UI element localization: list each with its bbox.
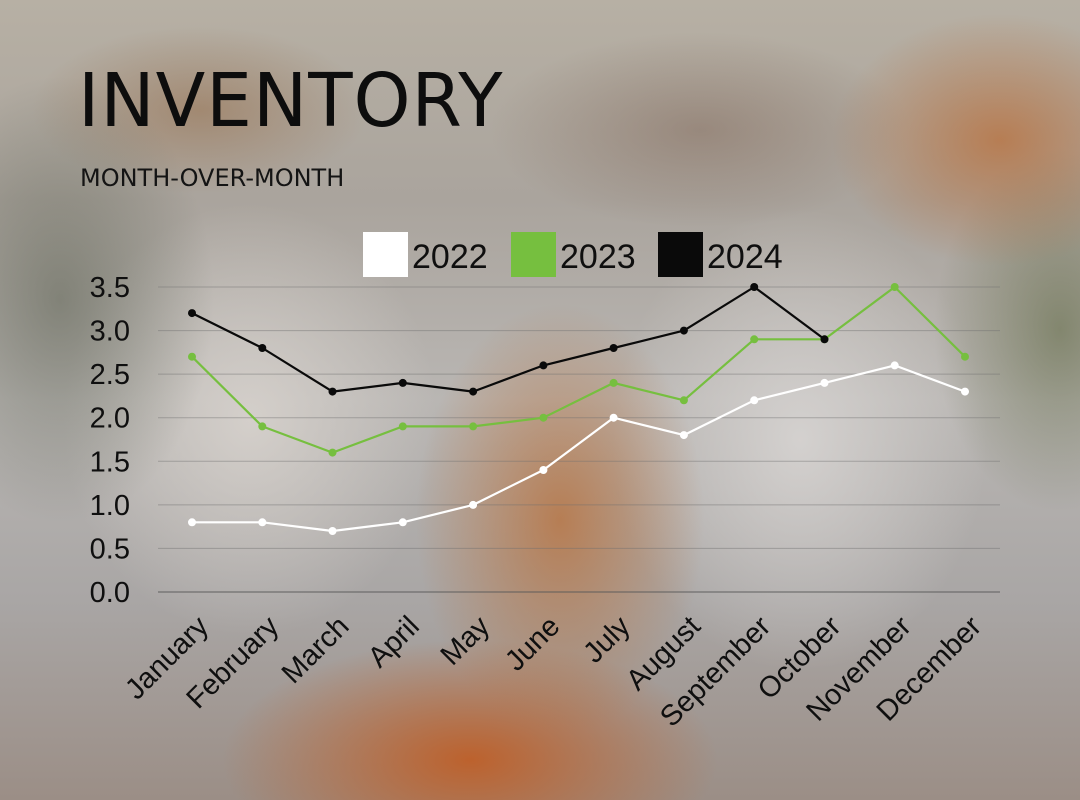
y-axis-ticks: 0.0 0.5 1.0 1.5 2.0 2.5 3.0 3.5 <box>90 272 130 609</box>
legend-item-2022: 2022 <box>363 232 488 277</box>
series-line-2022 <box>192 364 966 533</box>
series <box>188 283 969 535</box>
legend-label: 2024 <box>707 238 783 276</box>
y-tick-label: 1.5 <box>90 446 130 478</box>
x-tick-label: May <box>435 610 497 672</box>
data-point <box>469 500 478 509</box>
x-tick-label: July <box>577 610 636 669</box>
data-point <box>188 352 196 361</box>
data-point <box>609 413 618 422</box>
data-point <box>750 283 759 291</box>
chart-subtitle: MONTH-OVER-MONTH <box>80 164 345 192</box>
data-point <box>750 396 759 405</box>
y-tick-label: 3.0 <box>90 316 130 348</box>
data-point <box>469 387 478 396</box>
legend-swatch <box>511 232 556 277</box>
legend-label: 2022 <box>412 238 488 276</box>
data-point <box>328 527 337 535</box>
legend-swatch <box>363 232 408 277</box>
legend: 2022 2023 2024 <box>363 232 783 277</box>
data-point <box>188 309 196 318</box>
data-point <box>188 518 196 527</box>
y-tick-label: 3.5 <box>90 272 130 304</box>
y-tick-label: 0.0 <box>90 577 130 609</box>
x-tick-label: June <box>499 610 566 677</box>
data-point <box>609 344 618 352</box>
data-point <box>328 448 337 457</box>
data-point <box>961 387 969 396</box>
data-point <box>679 326 688 335</box>
data-point <box>398 422 407 431</box>
series-2023 <box>188 283 969 457</box>
data-point <box>961 352 969 361</box>
legend-swatch <box>658 232 703 277</box>
legend-item-2023: 2023 <box>511 232 636 277</box>
y-tick-label: 2.0 <box>90 403 130 435</box>
legend-label: 2023 <box>560 238 636 276</box>
data-point <box>258 422 267 431</box>
data-point <box>398 518 407 527</box>
data-point <box>398 378 407 387</box>
series-line-2023 <box>191 285 966 454</box>
data-point <box>820 335 829 344</box>
data-point <box>820 378 829 387</box>
data-point <box>539 361 548 370</box>
data-point <box>679 396 688 405</box>
data-point <box>469 422 478 431</box>
series-line-2024 <box>191 285 826 393</box>
grid <box>158 286 1000 593</box>
data-point <box>258 518 267 527</box>
legend-item-2024: 2024 <box>658 232 783 277</box>
y-tick-label: 2.5 <box>90 359 130 391</box>
x-tick-label: April <box>362 610 426 674</box>
data-point <box>328 387 337 396</box>
data-point <box>609 378 618 387</box>
y-tick-label: 0.5 <box>90 533 130 565</box>
x-tick-label: March <box>276 610 356 690</box>
data-point <box>890 361 899 370</box>
data-point <box>679 431 688 440</box>
data-point <box>890 283 899 291</box>
data-point <box>750 335 759 344</box>
series-2022 <box>188 361 969 535</box>
y-tick-label: 1.0 <box>90 490 130 522</box>
chart-title: INVENTORY <box>78 58 504 144</box>
data-point <box>539 466 548 474</box>
data-point <box>258 344 267 352</box>
data-point <box>539 413 548 422</box>
series-2024 <box>188 283 829 396</box>
